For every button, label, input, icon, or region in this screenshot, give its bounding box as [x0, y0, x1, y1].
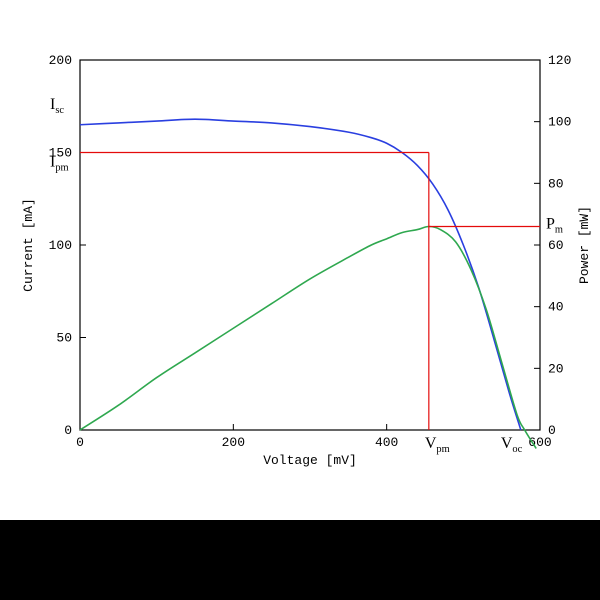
yl-tick-label: 100	[49, 238, 72, 253]
yl-tick-label: 0	[64, 423, 72, 438]
label-voc: Voc	[501, 435, 523, 455]
yr-axis-label: Power [mW]	[577, 206, 592, 284]
label-vpm: Vpm	[425, 435, 450, 455]
yr-tick-label: 60	[548, 238, 564, 253]
bottom-band	[0, 520, 600, 600]
x-tick-label: 0	[76, 435, 84, 450]
chart-container: { "chart": { "type": "dual-axis-line", "…	[0, 0, 600, 600]
chart-svg: 0200400600Voltage [mV]050100150200Curren…	[0, 0, 600, 600]
iv-curve	[80, 119, 521, 430]
x-axis-label: Voltage [mV]	[263, 453, 357, 468]
plot-frame	[80, 60, 540, 430]
yr-tick-label: 100	[548, 115, 571, 130]
label-pm: Pm	[546, 216, 563, 236]
yl-tick-label: 50	[56, 331, 72, 346]
yr-tick-label: 40	[548, 300, 564, 315]
yl-axis-label: Current [mA]	[21, 198, 36, 292]
yr-tick-label: 20	[548, 361, 564, 376]
yl-tick-label: 200	[49, 53, 72, 68]
x-tick-label: 400	[375, 435, 398, 450]
yr-tick-label: 80	[548, 176, 564, 191]
label-isc: Isc	[50, 96, 64, 116]
x-tick-label: 200	[222, 435, 245, 450]
pv-curve	[80, 227, 536, 449]
yr-tick-label: 0	[548, 423, 556, 438]
yr-tick-label: 120	[548, 53, 571, 68]
